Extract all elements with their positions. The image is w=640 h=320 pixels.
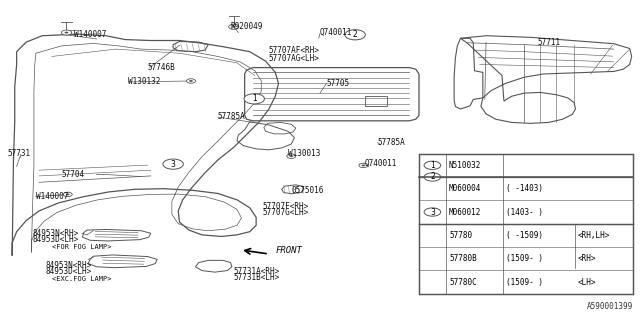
Text: W140007: W140007 (74, 30, 106, 39)
Text: 57785A: 57785A (378, 138, 405, 147)
Text: 57780: 57780 (449, 231, 472, 240)
Text: W130013: W130013 (288, 149, 321, 158)
Circle shape (186, 79, 195, 83)
Text: 84953D<LH>: 84953D<LH> (45, 267, 92, 276)
Circle shape (424, 208, 441, 216)
Text: 84953D<LH>: 84953D<LH> (33, 235, 79, 244)
Text: W140007: W140007 (36, 192, 68, 201)
Circle shape (189, 80, 193, 82)
Text: 3: 3 (430, 208, 435, 217)
Text: N510032: N510032 (449, 161, 481, 170)
Text: <FOR FOG LAMP>: <FOR FOG LAMP> (52, 244, 111, 250)
Text: (1403- ): (1403- ) (506, 208, 543, 217)
Text: <EXC.FOG LAMP>: <EXC.FOG LAMP> (52, 276, 111, 282)
Circle shape (345, 30, 365, 40)
Circle shape (244, 94, 264, 104)
Circle shape (353, 36, 357, 38)
Text: 57704: 57704 (61, 170, 84, 179)
Text: ( -1509): ( -1509) (506, 231, 543, 240)
Circle shape (359, 163, 368, 168)
Bar (365, 96, 387, 106)
Text: Q740011: Q740011 (320, 28, 353, 37)
Text: 57705: 57705 (326, 79, 349, 88)
Text: A590001399: A590001399 (587, 302, 633, 311)
Text: M060012: M060012 (449, 208, 481, 217)
Circle shape (362, 164, 365, 166)
Text: ( -1403): ( -1403) (506, 184, 543, 193)
Circle shape (66, 194, 70, 196)
Text: 84953N<RH>: 84953N<RH> (45, 261, 92, 270)
Circle shape (63, 192, 72, 197)
Text: 57707AG<LH>: 57707AG<LH> (269, 53, 320, 62)
Circle shape (349, 35, 353, 37)
Text: 57731B<LH>: 57731B<LH> (234, 273, 280, 282)
Text: 2: 2 (430, 172, 435, 181)
Text: 1: 1 (252, 94, 257, 103)
Circle shape (289, 155, 293, 157)
Text: 2: 2 (353, 30, 358, 39)
Text: (1509- ): (1509- ) (506, 254, 543, 263)
Bar (419, 154, 633, 294)
Circle shape (228, 24, 239, 29)
Text: <RH,LH>: <RH,LH> (577, 231, 610, 240)
Circle shape (424, 173, 441, 181)
Text: 57780B: 57780B (449, 254, 477, 263)
Text: M060004: M060004 (449, 184, 481, 193)
Text: 57746B: 57746B (148, 63, 175, 72)
Text: 57707F<RH>: 57707F<RH> (262, 202, 308, 211)
Circle shape (65, 32, 68, 34)
Text: <RH>: <RH> (577, 254, 596, 263)
Text: 3: 3 (171, 160, 175, 169)
Text: W130132: W130132 (129, 77, 161, 86)
Text: 1: 1 (430, 161, 435, 170)
Circle shape (163, 159, 183, 169)
Circle shape (351, 35, 360, 40)
Text: 57707G<LH>: 57707G<LH> (262, 208, 308, 217)
Circle shape (424, 161, 441, 170)
Text: (1509- ): (1509- ) (506, 278, 543, 287)
Text: 0575016: 0575016 (291, 186, 324, 195)
Text: 57711: 57711 (537, 38, 560, 47)
Text: FRONT: FRONT (275, 246, 302, 255)
Circle shape (61, 30, 72, 35)
Text: <LH>: <LH> (577, 278, 596, 287)
Text: R920049: R920049 (230, 22, 263, 31)
Text: 84953N<RH>: 84953N<RH> (33, 229, 79, 238)
Circle shape (347, 34, 356, 38)
Text: 57785A: 57785A (218, 113, 246, 122)
Text: 57731A<RH>: 57731A<RH> (234, 267, 280, 276)
Text: 57707AF<RH>: 57707AF<RH> (269, 45, 320, 55)
Circle shape (232, 26, 236, 28)
Text: 57731: 57731 (7, 149, 30, 158)
Text: 57780C: 57780C (449, 278, 477, 287)
Circle shape (287, 154, 296, 158)
Text: Q740011: Q740011 (365, 159, 397, 168)
